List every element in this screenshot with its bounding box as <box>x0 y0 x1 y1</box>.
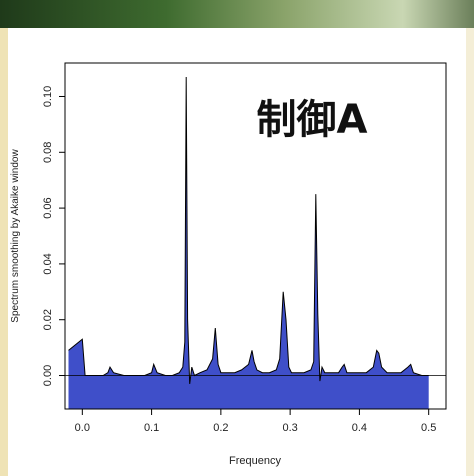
x-tick-label: 0.1 <box>144 422 159 434</box>
x-axis-label: Frequency <box>229 455 281 467</box>
x-tick-label: 0.3 <box>282 422 297 434</box>
plot-frame <box>64 62 447 410</box>
x-tick-label: 0.5 <box>421 422 436 434</box>
x-tick-label: 0.0 <box>75 422 90 434</box>
spectrum-line <box>68 76 429 384</box>
y-tick-label: 0.00 <box>42 365 54 386</box>
y-tick-label: 0.04 <box>42 253 54 274</box>
y-tick-label: 0.06 <box>42 197 54 218</box>
y-axis-label: Spectrum smoothing by Akaike window <box>10 149 21 323</box>
y-tick-label: 0.08 <box>42 142 54 163</box>
left-border <box>0 28 8 476</box>
y-tick-label: 0.10 <box>42 86 54 107</box>
x-tick-label: 0.2 <box>213 422 228 434</box>
y-tick-label: 0.02 <box>42 309 54 330</box>
photo-strip <box>0 0 474 28</box>
chart-title: 制御A <box>257 97 368 143</box>
x-tick-label: 0.4 <box>352 422 367 434</box>
